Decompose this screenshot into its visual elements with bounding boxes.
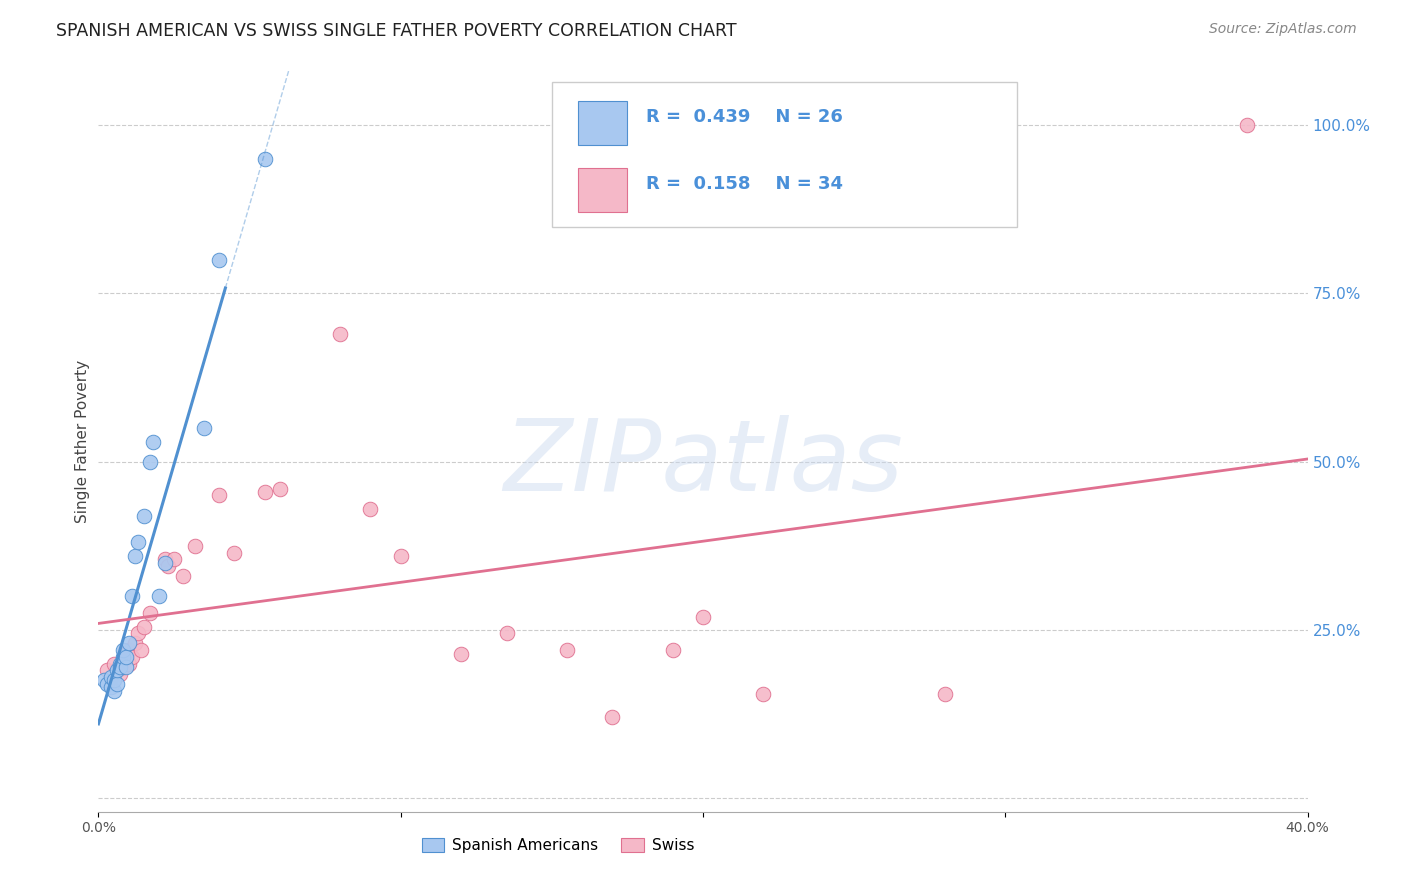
Point [269,482,291,496]
FancyBboxPatch shape [578,168,627,212]
Point [132,620,155,634]
Point [253,485,276,500]
Point [253,152,276,166]
Legend: Spanish Americans, Swiss: Spanish Americans, Swiss [415,832,700,860]
Point [111,649,134,664]
Point [108,666,131,681]
Point [124,549,146,563]
Point [114,660,136,674]
Point [103,673,125,688]
Point [127,535,149,549]
Point [118,636,141,650]
Point [224,546,246,560]
Point [752,687,775,701]
Point [111,643,134,657]
Point [96,677,118,691]
Point [121,590,143,604]
Point [692,609,714,624]
FancyBboxPatch shape [551,82,1018,227]
Text: SPANISH AMERICAN VS SWISS SINGLE FATHER POVERTY CORRELATION CHART: SPANISH AMERICAN VS SWISS SINGLE FATHER … [56,22,737,40]
Point [103,657,125,671]
Point [153,556,176,570]
Point [103,683,125,698]
Point [389,549,412,563]
Text: Source: ZipAtlas.com: Source: ZipAtlas.com [1209,22,1357,37]
Text: R =  0.439    N = 26: R = 0.439 N = 26 [647,109,844,127]
Point [118,657,141,671]
Point [108,660,131,674]
Point [100,670,122,684]
Point [163,552,186,566]
Point [934,687,956,701]
Point [96,664,118,678]
Point [114,649,136,664]
Point [93,673,115,688]
Point [105,664,128,678]
Point [124,636,146,650]
Point [105,677,128,691]
Point [193,421,215,435]
Y-axis label: Single Father Poverty: Single Father Poverty [75,360,90,523]
Point [118,643,141,657]
Point [661,643,683,657]
Point [139,606,162,620]
Point [208,488,231,502]
Point [156,559,179,574]
Point [602,710,624,724]
Text: ZIPatlas: ZIPatlas [503,416,903,512]
Point [142,434,165,449]
Point [132,508,155,523]
Point [129,643,152,657]
Point [148,590,170,604]
Point [360,501,382,516]
Point [1236,118,1258,132]
Point [108,657,131,671]
Text: R =  0.158    N = 34: R = 0.158 N = 34 [647,175,844,193]
Point [172,569,194,583]
Point [114,647,136,661]
Point [329,326,352,341]
Point [111,660,134,674]
Point [127,626,149,640]
Point [208,252,231,267]
Point [450,647,472,661]
FancyBboxPatch shape [578,101,627,145]
Point [495,626,517,640]
Point [100,680,122,694]
Point [555,643,578,657]
Point [184,539,207,553]
Point [153,552,176,566]
Point [139,455,162,469]
Point [121,649,143,664]
